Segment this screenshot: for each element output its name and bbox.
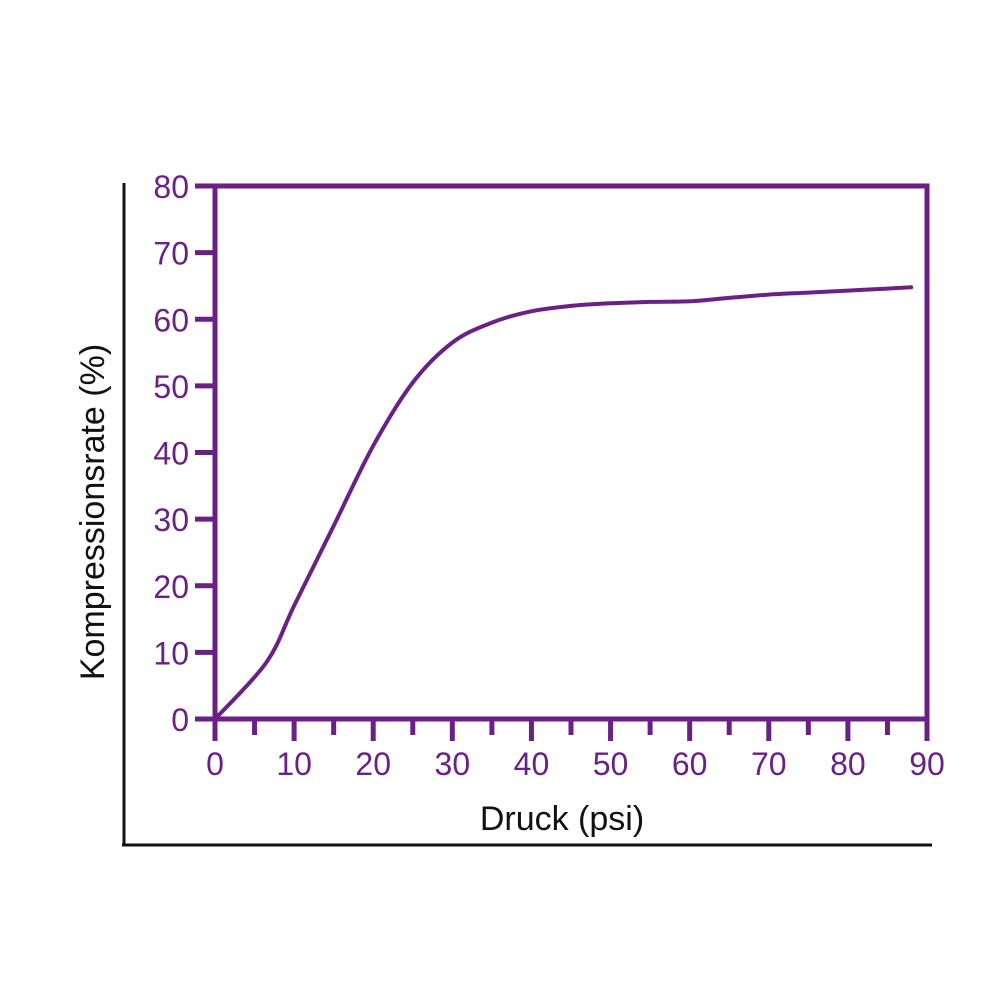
y-tick-label: 40 [153, 436, 189, 472]
series-line [213, 285, 914, 721]
x-axis-tick-labels: 0 10 20 30 40 50 60 70 80 90 [206, 746, 945, 782]
x-tick-label: 30 [435, 746, 471, 782]
x-tick-label: 10 [276, 746, 312, 782]
plot-frame [212, 183, 930, 722]
x-tick-label: 20 [355, 746, 391, 782]
y-tick-label: 0 [171, 702, 189, 738]
y-tick-label: 30 [153, 502, 189, 538]
x-tick-label: 70 [751, 746, 787, 782]
x-tick-label: 0 [206, 746, 224, 782]
y-tick-label: 60 [153, 302, 189, 338]
y-tick-label: 70 [153, 236, 189, 272]
x-tick-label: 80 [830, 746, 866, 782]
x-axis-title: Druck (psi) [480, 800, 644, 838]
y-axis-tick-labels: 0 10 20 30 40 50 60 70 80 [153, 169, 189, 738]
y-tick-label: 20 [153, 569, 189, 605]
y-axis-ticks [195, 183, 215, 722]
x-tick-label: 40 [514, 746, 550, 782]
y-axis-title: Kompressionsrate (%) [74, 344, 112, 680]
x-tick-label: 90 [909, 746, 945, 782]
y-tick-label: 10 [153, 635, 189, 671]
y-tick-label: 50 [153, 369, 189, 405]
x-axis-ticks [212, 719, 930, 741]
y-tick-label: 80 [153, 169, 189, 205]
x-tick-label: 50 [593, 746, 629, 782]
x-tick-label: 60 [672, 746, 708, 782]
